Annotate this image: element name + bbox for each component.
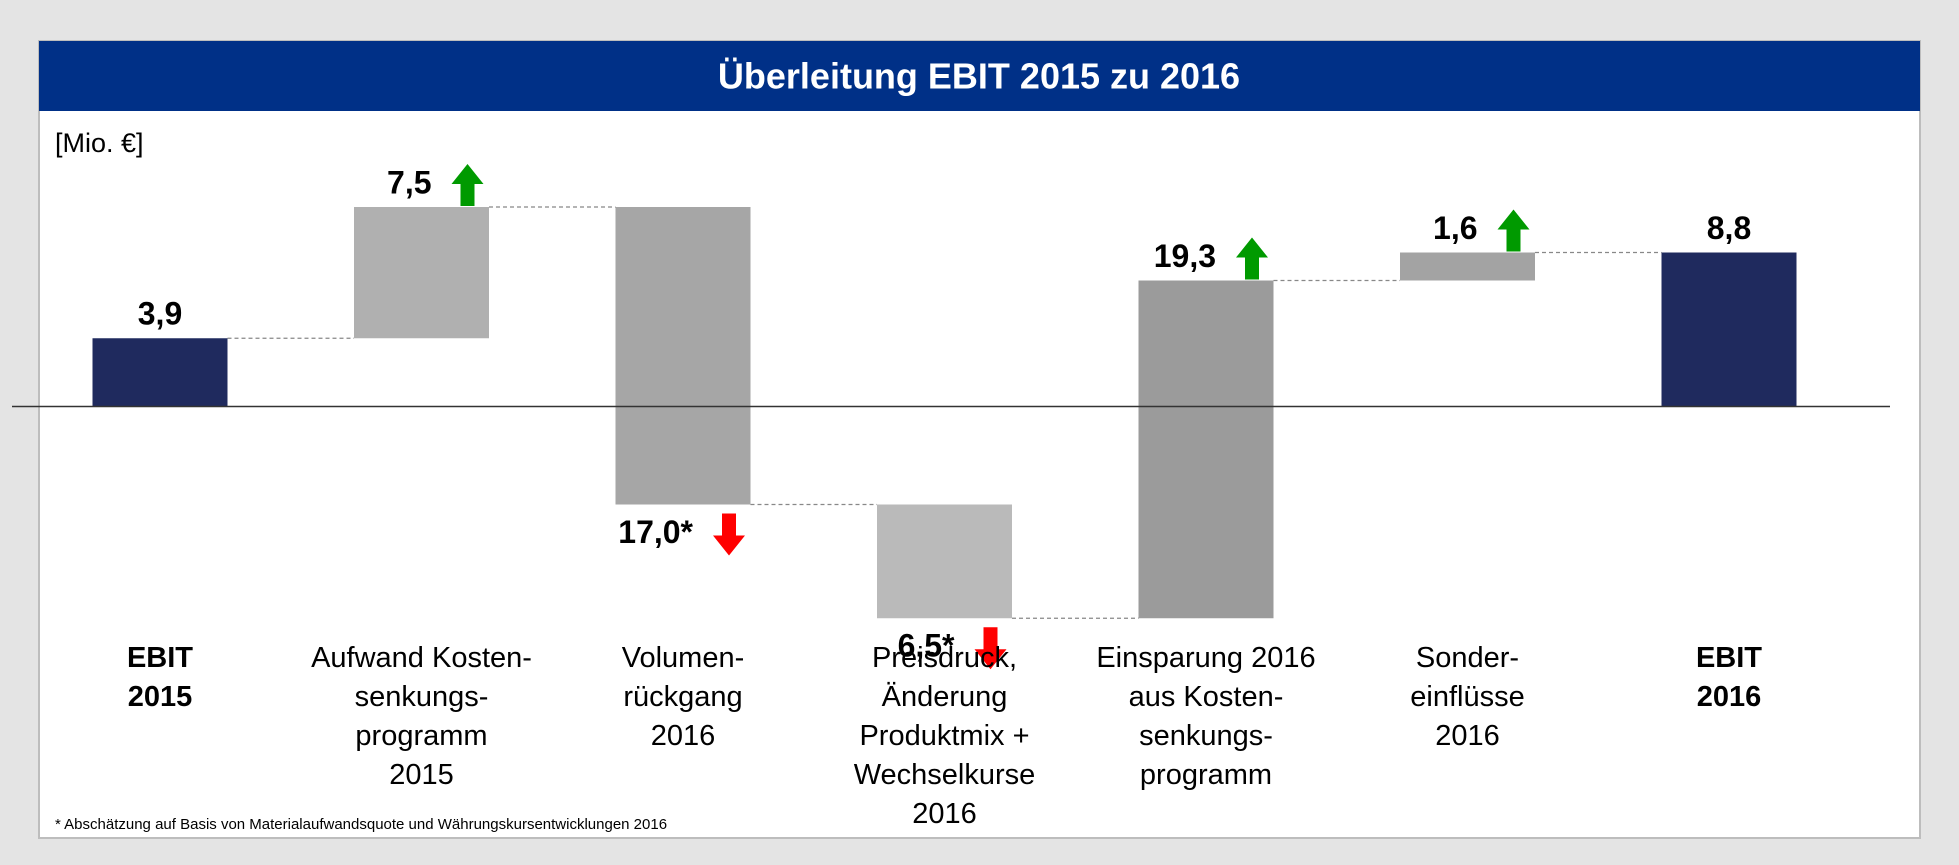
- x-tick-label: EBIT 2016: [1695, 642, 1763, 713]
- bar: [877, 504, 1012, 619]
- value-label: 7,5: [387, 164, 431, 200]
- x-tick-label: Volumen- rückgang 2016: [621, 642, 745, 752]
- direction-arrow: [713, 513, 745, 556]
- unit-label: [Mio. €]: [55, 128, 144, 158]
- value-label: 1,6: [1433, 210, 1477, 246]
- footnote: * Abschätzung auf Basis von Materialaufw…: [55, 816, 667, 833]
- direction-arrow: [974, 627, 1007, 670]
- value-label: 3,9: [138, 296, 182, 332]
- value-label: 6,5*: [898, 628, 955, 664]
- bar: [1138, 280, 1274, 619]
- x-tick-label: Einsparung 2016 aus Kosten- senkungs- pr…: [1096, 642, 1316, 791]
- x-tick-label: EBIT 2015: [126, 642, 194, 713]
- value-label: 8,8: [1707, 210, 1751, 246]
- bar: [92, 338, 228, 407]
- panel: [38, 40, 1921, 839]
- title-bar: [39, 41, 1920, 111]
- direction-arrow: [1236, 237, 1268, 280]
- bar: [354, 207, 489, 339]
- value-label: 17,0*: [618, 514, 693, 550]
- direction-arrow: [1497, 209, 1530, 252]
- x-tick-label: Preisdruck, Änderung Produktmix + Wechse…: [853, 642, 1036, 830]
- chart-title: Überleitung EBIT 2015 zu 2016: [718, 56, 1240, 97]
- bar: [1661, 252, 1797, 407]
- x-tick-label: Sonder- einflüsse 2016: [1410, 642, 1525, 752]
- bar: [1400, 252, 1535, 281]
- x-tick-label: Aufwand Kosten- senkungs- programm 2015: [311, 642, 532, 791]
- direction-arrow: [451, 164, 484, 206]
- value-label: 19,3: [1154, 238, 1216, 274]
- bar: [615, 207, 751, 505]
